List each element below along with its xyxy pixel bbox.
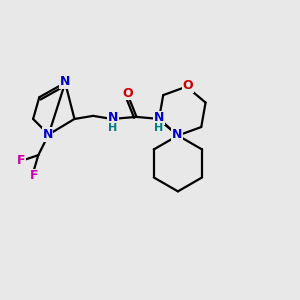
Text: H: H [108,123,117,133]
Text: F: F [30,169,38,182]
Text: N: N [108,111,118,124]
Text: N: N [172,128,182,141]
Text: O: O [122,87,133,100]
Text: N: N [60,75,70,88]
Text: N: N [42,128,53,141]
Text: N: N [154,111,164,124]
Text: O: O [182,79,193,92]
Text: H: H [154,123,163,133]
Text: F: F [16,154,25,167]
